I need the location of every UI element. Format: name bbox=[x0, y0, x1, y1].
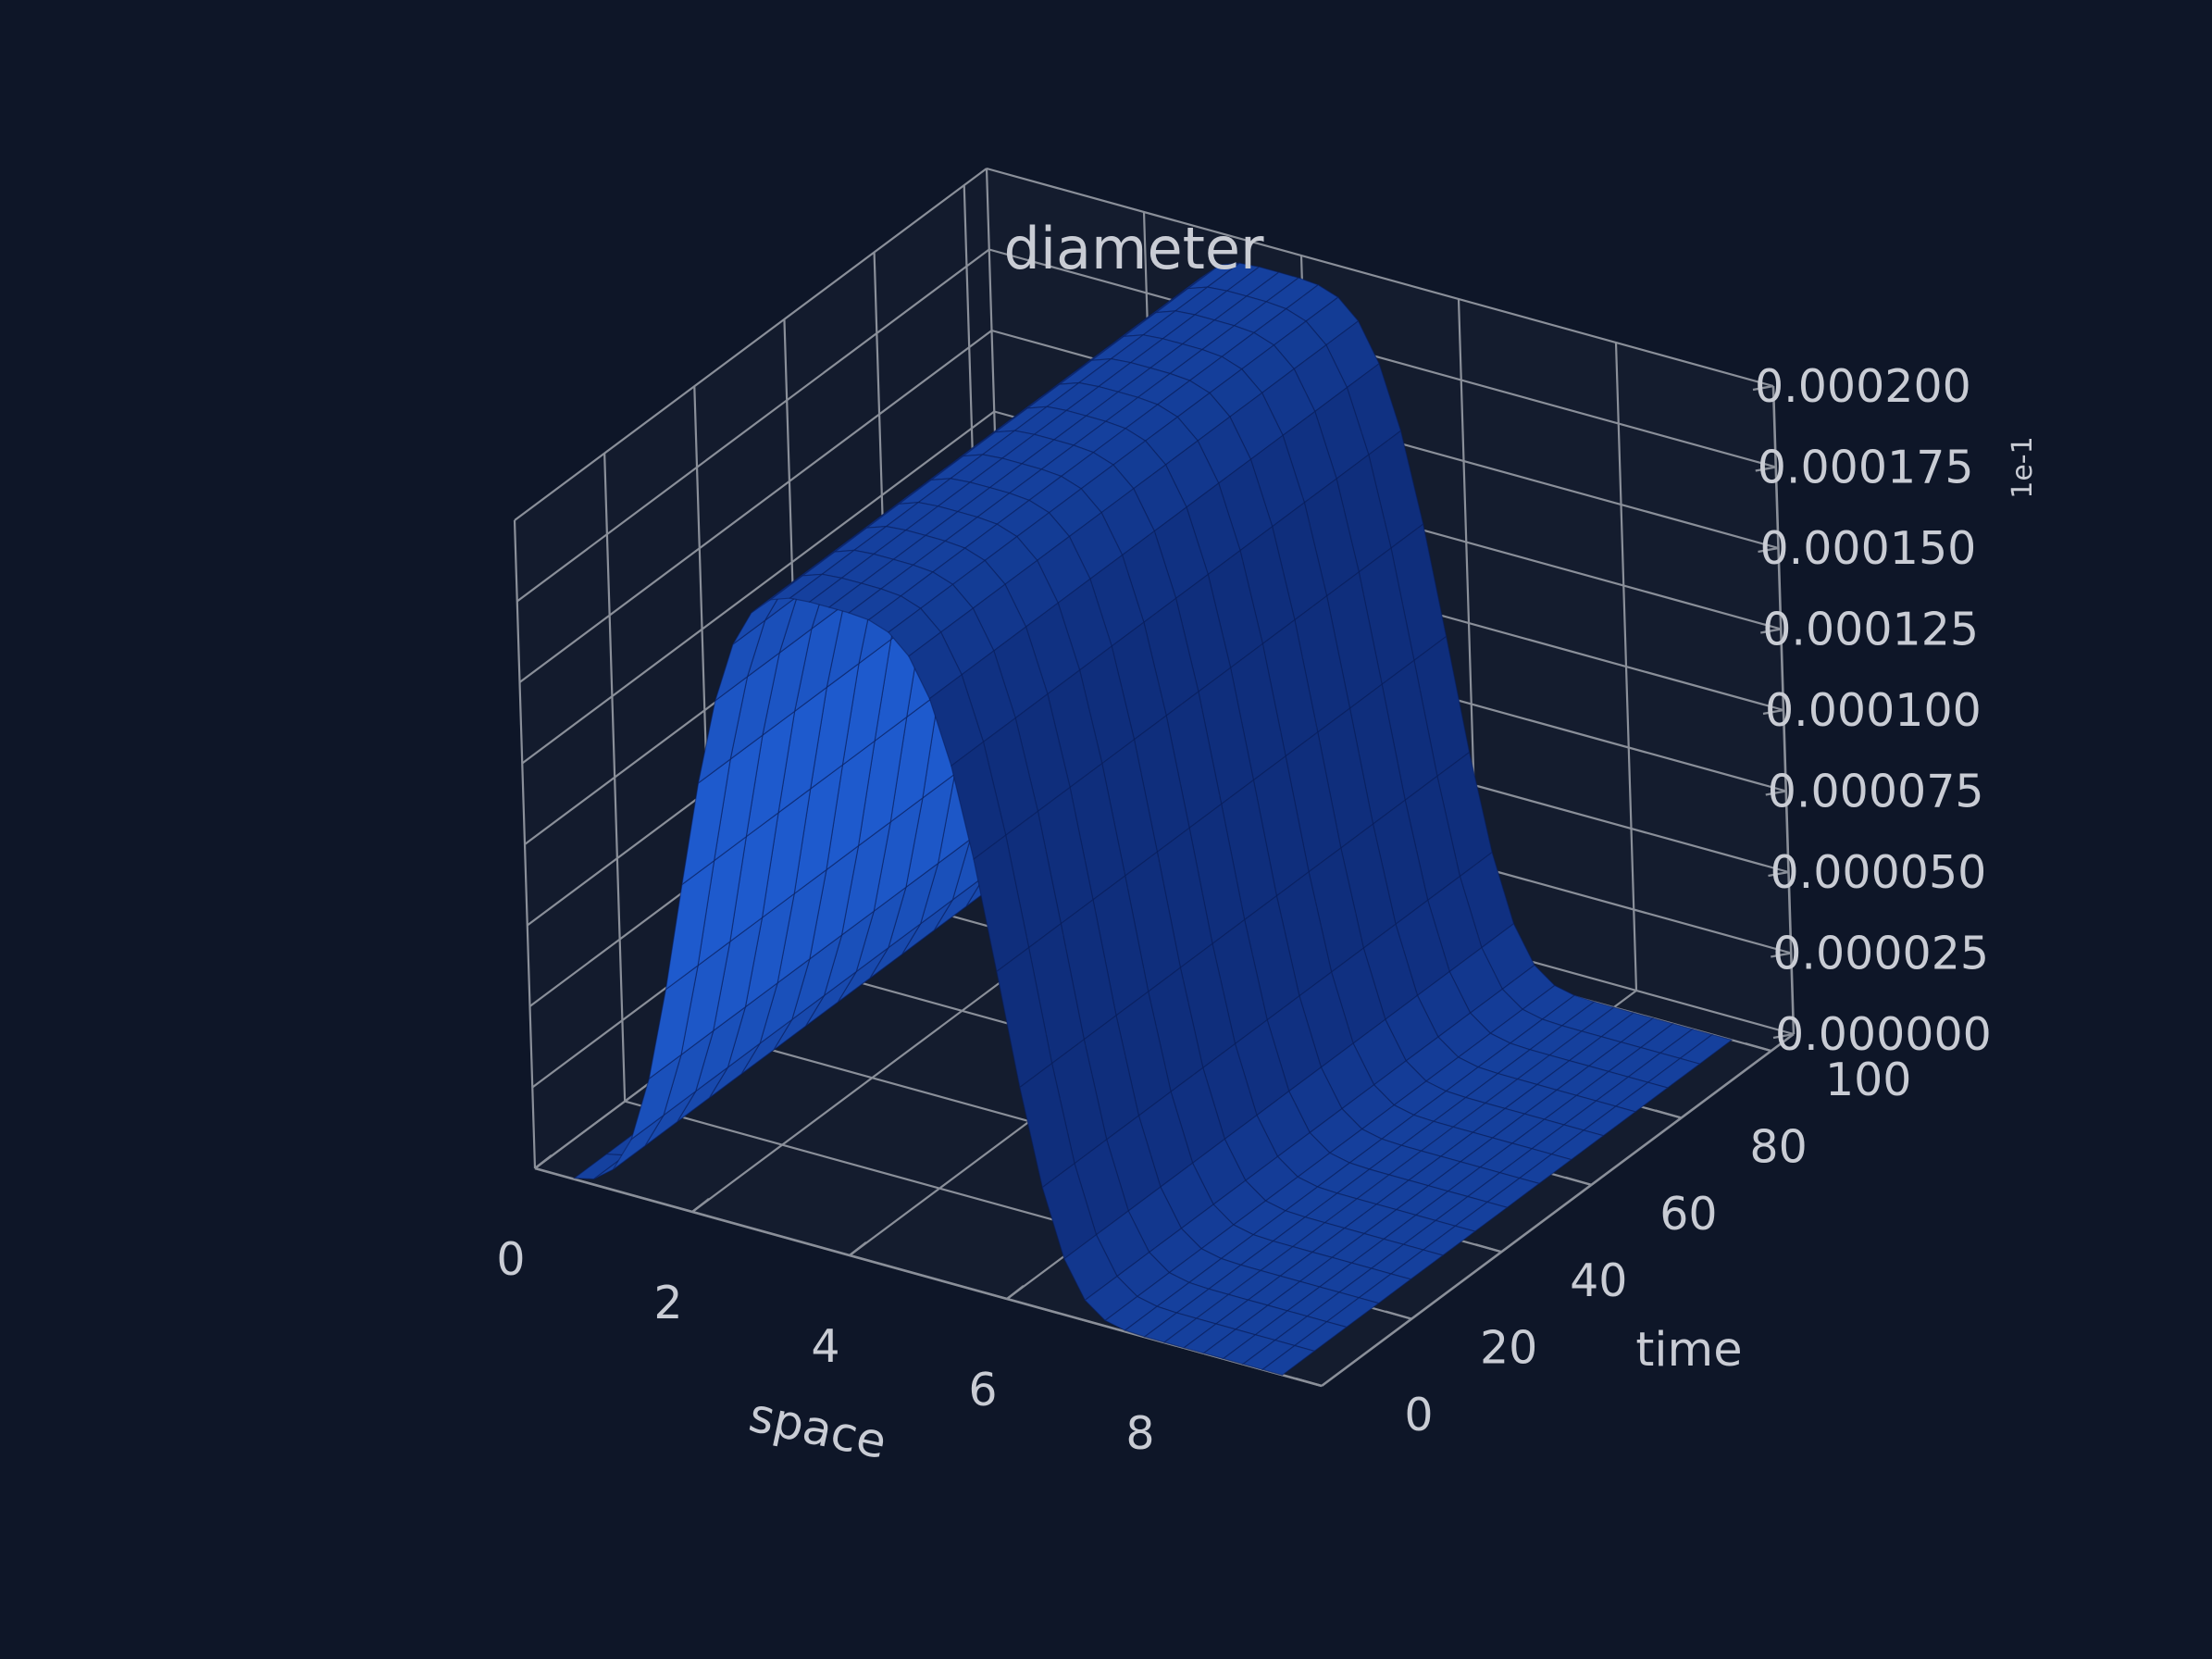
y-axis-label: time bbox=[1635, 1323, 1742, 1378]
x-tick-mark bbox=[691, 1198, 710, 1213]
x-tick-label: 0 bbox=[496, 1233, 525, 1286]
y-tick-mark bbox=[1385, 1310, 1412, 1320]
grid-line bbox=[514, 168, 988, 521]
chart-title: diameter bbox=[1003, 215, 1264, 282]
x-tick-label: 4 bbox=[811, 1320, 839, 1373]
y-tick-label: 40 bbox=[1570, 1254, 1627, 1307]
surface-mesh bbox=[572, 262, 1734, 1376]
z-tick-label: 0.000150 bbox=[1760, 522, 1977, 575]
x-tick-mark bbox=[849, 1241, 867, 1256]
y-tick-label: 100 bbox=[1825, 1054, 1912, 1106]
z-tick-mark bbox=[1752, 384, 1774, 392]
x-tick-label: 2 bbox=[653, 1277, 682, 1329]
z-tick-mark bbox=[1760, 628, 1782, 634]
x-tick-label: 6 bbox=[968, 1364, 997, 1416]
grid-line bbox=[521, 410, 995, 765]
x-axis-label: space bbox=[744, 1388, 891, 1470]
z-tick-label: 0.000075 bbox=[1768, 766, 1984, 818]
z-tick-mark bbox=[1755, 466, 1776, 472]
grid-line bbox=[516, 248, 990, 603]
y-tick-label: 80 bbox=[1749, 1120, 1807, 1173]
z-tick-label: 0.000000 bbox=[1775, 1008, 1992, 1061]
y-axis-line bbox=[1321, 1032, 1795, 1388]
y-tick-label: 60 bbox=[1659, 1188, 1717, 1241]
x-tick-mark bbox=[534, 1154, 553, 1169]
y-tick-mark bbox=[1655, 1109, 1682, 1119]
surface-patch bbox=[1261, 1344, 1316, 1376]
grid-line bbox=[518, 330, 993, 683]
grid-line bbox=[986, 167, 1774, 388]
y-tick-mark bbox=[1295, 1377, 1323, 1388]
z-tick-mark bbox=[1771, 952, 1792, 958]
z-tick-label: 0.000025 bbox=[1772, 928, 1989, 980]
y-tick-mark bbox=[1565, 1176, 1592, 1187]
z-tick-label: 0.000200 bbox=[1755, 360, 1971, 413]
z-tick-label: 0.000125 bbox=[1762, 604, 1979, 656]
y-tick-label: 0 bbox=[1404, 1389, 1433, 1441]
z-tick-mark bbox=[1758, 546, 1779, 554]
z-tick-mark bbox=[1772, 1032, 1795, 1040]
z-tick-label: 0.000050 bbox=[1771, 846, 1987, 899]
y-tick-label: 20 bbox=[1480, 1322, 1537, 1375]
z-tick-mark bbox=[1768, 870, 1789, 878]
y-tick-mark bbox=[1474, 1243, 1502, 1254]
z-tick-label: 0.000100 bbox=[1765, 684, 1982, 737]
y-tick-mark bbox=[1745, 1042, 1772, 1053]
z-tick-mark bbox=[1765, 790, 1786, 796]
grid-line bbox=[988, 248, 1777, 468]
z-tick-mark bbox=[1762, 708, 1784, 716]
x-tick-label: 8 bbox=[1125, 1407, 1154, 1460]
x-tick-mark bbox=[1006, 1285, 1025, 1300]
z-tick-label: 0.000175 bbox=[1758, 442, 1974, 494]
z-offset-label: 1e-1 bbox=[2007, 436, 2039, 498]
